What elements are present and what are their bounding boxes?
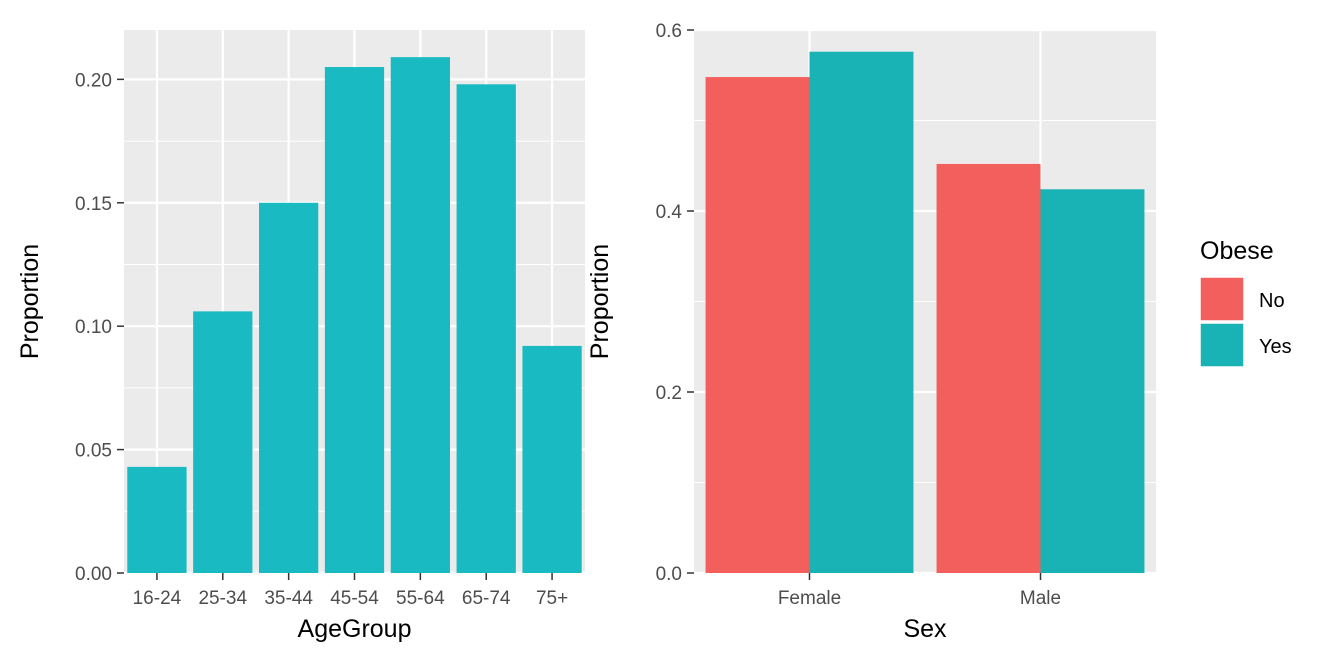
bar-no-male — [936, 163, 1041, 573]
x-tick-label: 45-54 — [330, 588, 379, 609]
x-tick-label: Male — [1020, 588, 1061, 609]
bar-yes-female — [809, 51, 914, 574]
y-axis-title: Proportion — [16, 244, 44, 359]
y-tick-label: 0.10 — [75, 317, 112, 338]
x-tick-label: Female — [778, 588, 841, 609]
legend-key-no — [1199, 276, 1245, 322]
y-tick-label: 0.05 — [75, 441, 112, 462]
legend-label-yes: Yes — [1259, 336, 1292, 358]
bar-45-54 — [324, 67, 385, 573]
x-axis-title: AgeGroup — [298, 615, 412, 643]
y-tick-label: 0.0 — [656, 564, 682, 585]
bar-75+ — [522, 345, 582, 573]
y-tick-label: 0.00 — [75, 564, 112, 585]
x-axis-title: Sex — [903, 615, 947, 643]
y-tick-label: 0.2 — [656, 383, 682, 404]
bar-25-34 — [193, 311, 253, 573]
bar-65-74 — [456, 84, 516, 574]
x-tick-label: 35-44 — [264, 588, 313, 609]
y-tick-label: 0.4 — [656, 202, 683, 223]
x-tick-label: 25-34 — [198, 588, 247, 609]
x-tick-label: 65-74 — [462, 588, 511, 609]
y-tick-label: 0.15 — [75, 194, 112, 215]
legend-label-no: No — [1259, 290, 1285, 312]
y-axis-title: Proportion — [586, 244, 614, 359]
x-tick-label: 16-24 — [133, 588, 182, 609]
bar-16-24 — [127, 466, 187, 573]
chart-panel-2: 0.0 0.2 0.4 0.6 Female Male Sex Proportion — [586, 21, 1156, 643]
bar-35-44 — [259, 202, 319, 574]
bar-yes-male — [1040, 189, 1145, 573]
bar-55-64 — [390, 57, 450, 573]
x-tick-label: 75+ — [536, 588, 568, 609]
legend-key-yes — [1199, 322, 1245, 368]
chart-panel-1: 0.00 0.05 0.10 0.15 0.20 16-24 25-34 35-44 45-54… — [16, 30, 585, 643]
legend-title: Obese — [1200, 237, 1274, 265]
y-tick-label: 0.6 — [656, 21, 682, 42]
legend: Obese No Yes — [1199, 237, 1292, 368]
y-tick-label: 0.20 — [75, 70, 112, 91]
x-tick-label: 55-64 — [396, 588, 445, 609]
bar-no-female — [705, 77, 810, 573]
